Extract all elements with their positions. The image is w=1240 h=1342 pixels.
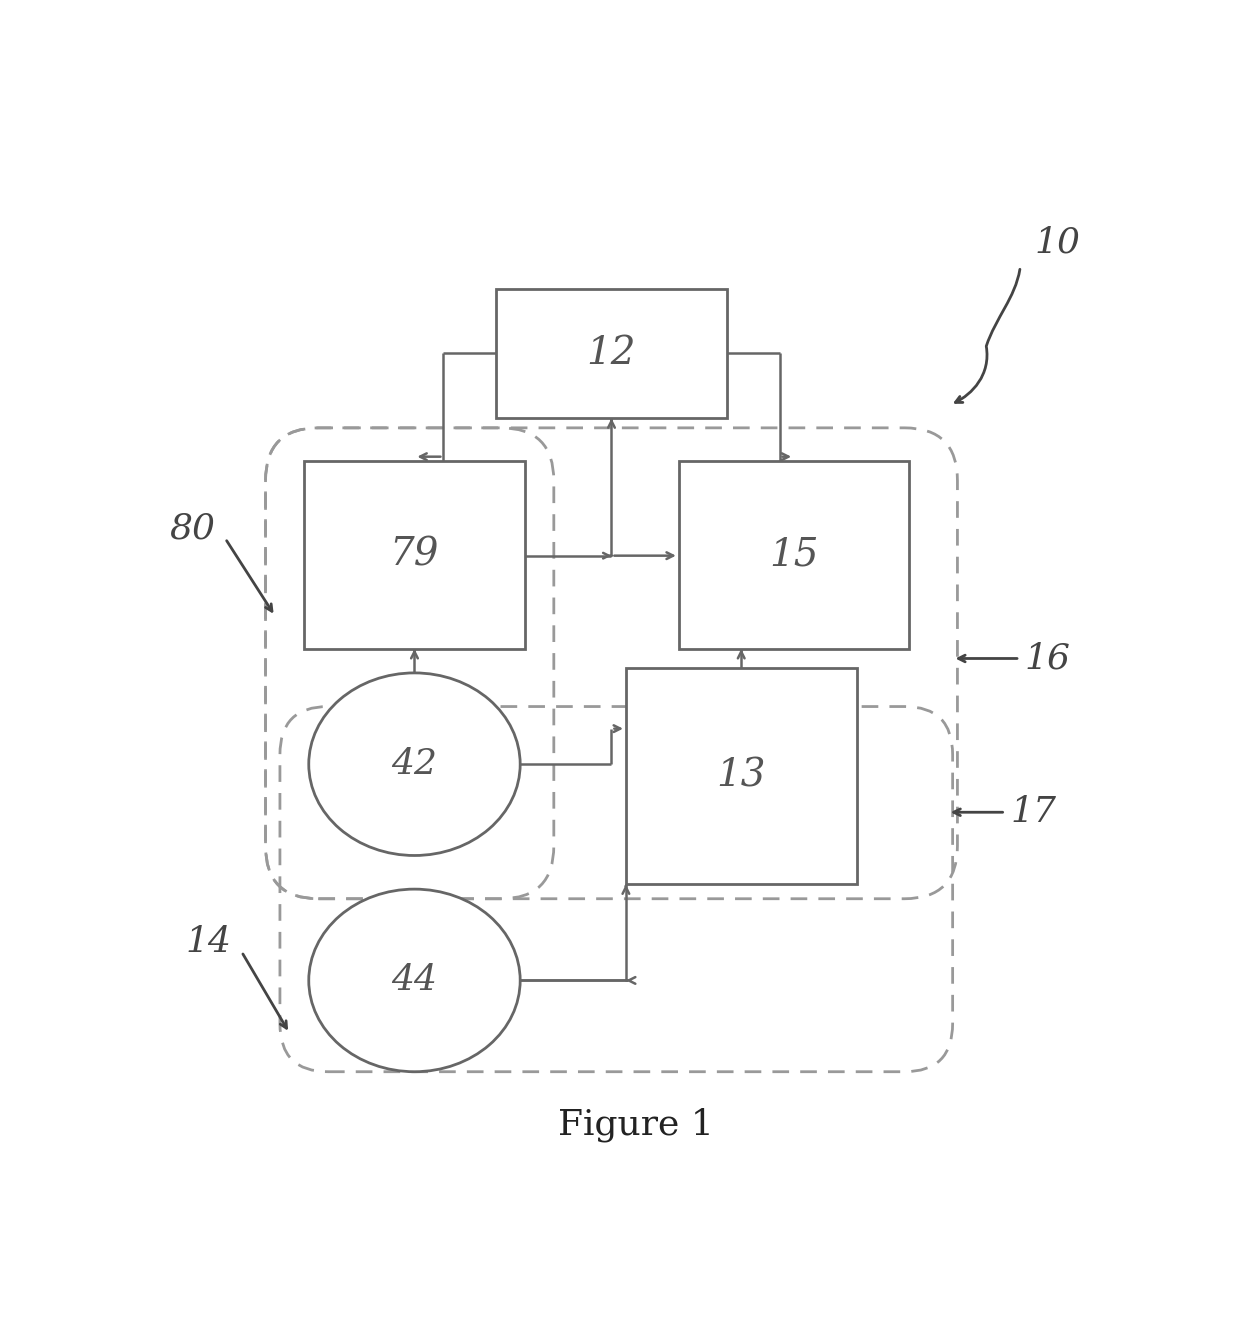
Text: 80: 80 [170, 511, 216, 546]
Text: 12: 12 [587, 336, 636, 372]
Text: 17: 17 [1011, 796, 1056, 829]
Ellipse shape [309, 672, 521, 855]
Bar [626, 668, 857, 884]
Ellipse shape [309, 890, 521, 1072]
Text: 14: 14 [186, 925, 232, 960]
Text: 16: 16 [1024, 641, 1070, 675]
Bar [304, 462, 525, 650]
Text: 79: 79 [389, 537, 439, 573]
Text: Figure 1: Figure 1 [558, 1107, 713, 1142]
FancyArrowPatch shape [955, 270, 1019, 403]
Text: 44: 44 [392, 964, 438, 997]
Text: 42: 42 [392, 747, 438, 781]
Text: 13: 13 [717, 758, 766, 794]
Bar [678, 462, 909, 650]
Text: 15: 15 [769, 537, 818, 573]
Bar [496, 289, 727, 419]
Text: 10: 10 [1034, 225, 1080, 259]
